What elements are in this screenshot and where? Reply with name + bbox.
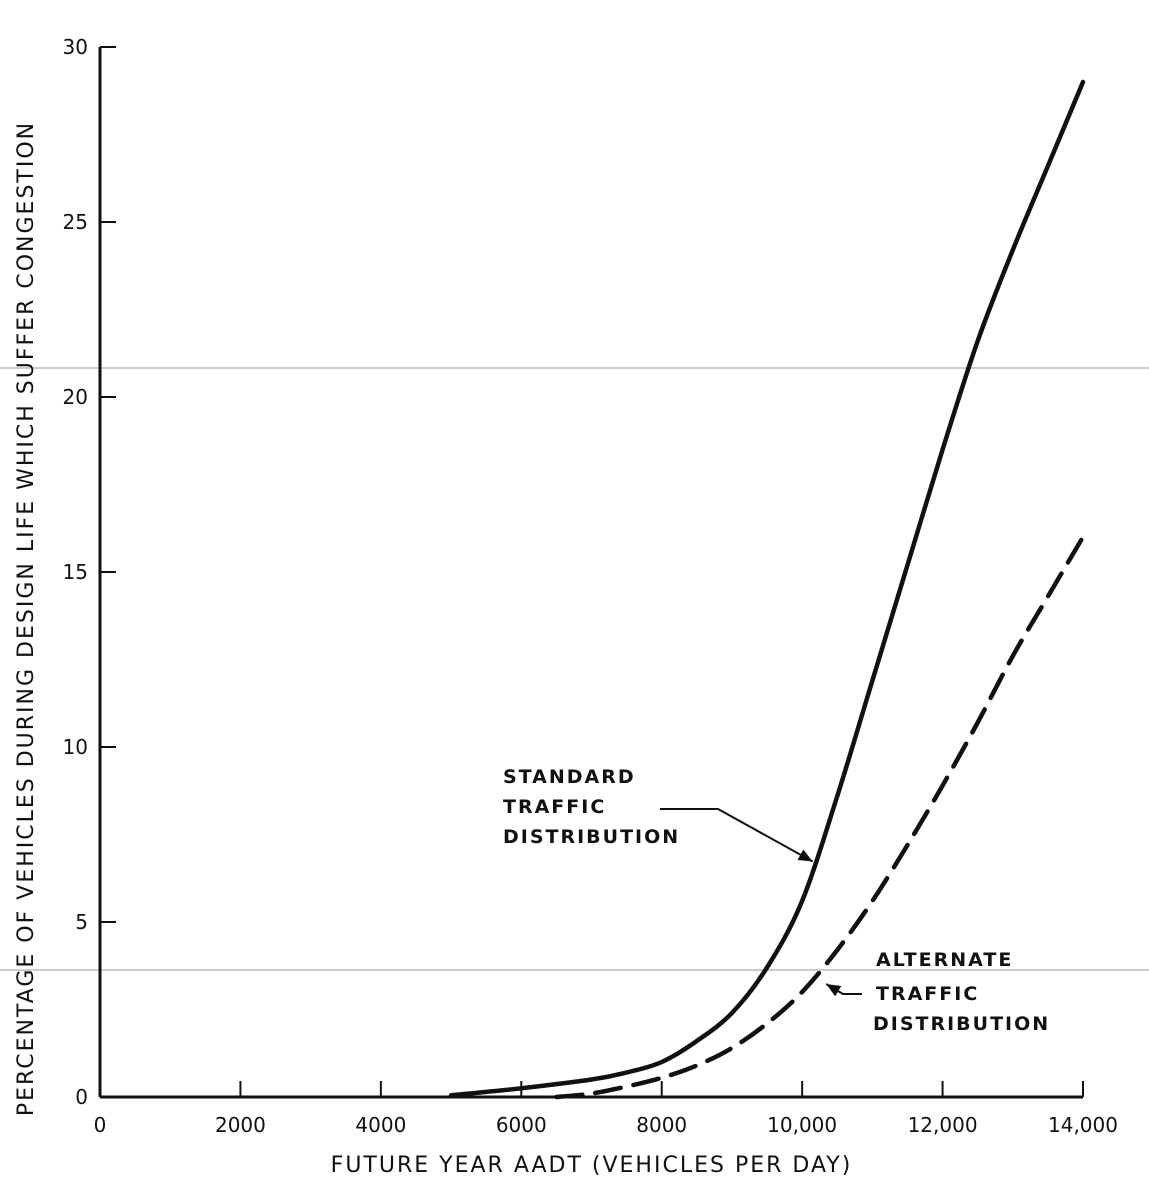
x-tick-label: 8000 xyxy=(636,1113,687,1137)
y-axis-title: PERCENTAGE OF VEHICLES DURING DESIGN LIF… xyxy=(14,121,39,1116)
x-tick-label: 4000 xyxy=(355,1113,406,1137)
annotation-standard-line: DISTRIBUTION xyxy=(503,826,680,848)
x-axis-title: FUTURE YEAR AADT (VEHICLES PER DAY) xyxy=(331,1153,853,1178)
y-tick-label: 0 xyxy=(75,1085,88,1109)
x-tick-label: 14,000 xyxy=(1048,1113,1118,1137)
y-tick-label: 5 xyxy=(75,910,88,934)
x-tick-label: 12,000 xyxy=(908,1113,978,1137)
annotation-standard-line: TRAFFIC xyxy=(503,796,606,818)
y-tick-label: 20 xyxy=(63,385,88,409)
annotation-alternate-line: TRAFFIC xyxy=(876,983,979,1005)
annotation-alternate-arrowhead xyxy=(826,984,842,997)
annotation-standard-line: STANDARD xyxy=(503,766,636,788)
series-line-standard xyxy=(448,79,1086,1098)
x-tick-label: 2000 xyxy=(215,1113,266,1137)
x-tick-label: 6000 xyxy=(496,1113,547,1137)
y-tick-label: 30 xyxy=(63,35,88,59)
y-tick-label: 10 xyxy=(63,735,88,759)
x-tick-label: 10,000 xyxy=(767,1113,837,1137)
annotation-alternate-line: DISTRIBUTION xyxy=(873,1013,1050,1035)
annotation-standard-leader xyxy=(660,808,814,863)
annotation-alternate-line: ALTERNATE xyxy=(876,949,1013,971)
annotation-standard-arrowhead xyxy=(797,849,813,862)
x-tick-label: 0 xyxy=(94,1113,107,1137)
y-tick-label: 15 xyxy=(63,560,88,584)
y-tick-label: 25 xyxy=(63,210,88,234)
series-line-alternate xyxy=(554,534,1086,1100)
